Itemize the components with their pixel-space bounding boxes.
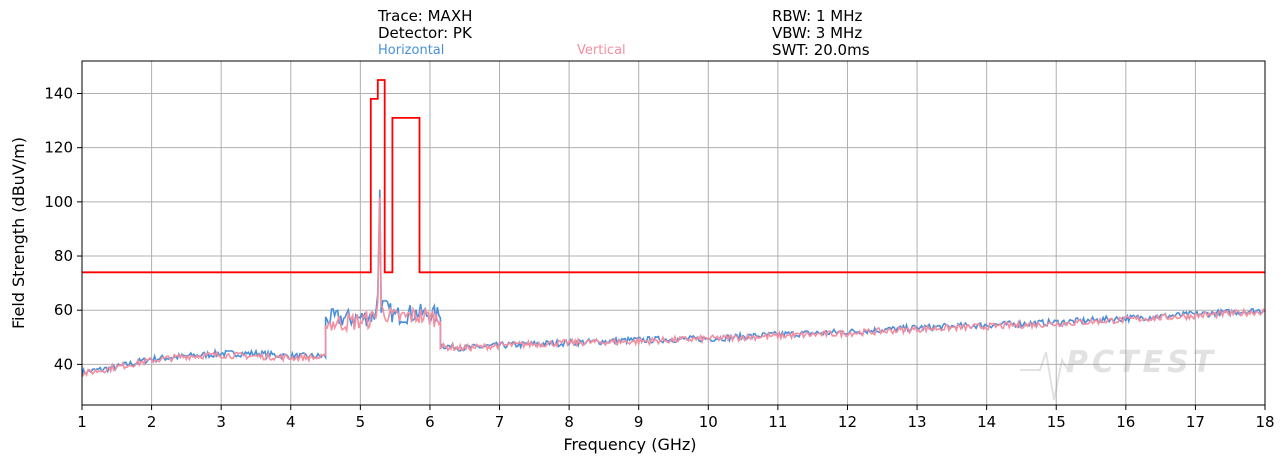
rbw-label: RBW: 1 MHz xyxy=(772,7,863,25)
series-line-vertical xyxy=(81,197,1266,378)
x-tick-label: 7 xyxy=(495,413,505,431)
series-line-limit xyxy=(82,79,1265,274)
x-axis-label: Frequency (GHz) xyxy=(563,435,696,454)
x-tick-label: 6 xyxy=(425,413,435,431)
axis-ticks: 1 2 3 4 5 6 7 8 9 10 11 12 13 14 15 16 17 184060801001201… xyxy=(44,85,1274,431)
y-tick-label: 80 xyxy=(54,247,73,265)
x-tick-label: 9 xyxy=(634,413,644,431)
x-tick-label: 13 xyxy=(908,413,927,431)
x-tick-label: 10 xyxy=(699,413,718,431)
x-tick-label: 4 xyxy=(286,413,296,431)
legend-vertical: Vertical xyxy=(577,43,626,58)
vbw-label: VBW: 3 MHz xyxy=(772,24,863,42)
trace-label: Trace: MAXH xyxy=(378,7,473,25)
y-tick-label: 100 xyxy=(44,193,73,211)
y-tick-label: 40 xyxy=(54,355,73,373)
y-tick-label: 140 xyxy=(44,85,73,103)
x-tick-label: 5 xyxy=(356,413,366,431)
chart-series xyxy=(81,79,1266,378)
detector-label: Detector: PK xyxy=(378,24,472,42)
y-tick-label: 120 xyxy=(44,139,73,157)
x-tick-label: 11 xyxy=(768,413,787,431)
x-tick-label: 14 xyxy=(977,413,996,431)
x-tick-label: 8 xyxy=(564,413,574,431)
x-tick-label: 18 xyxy=(1255,413,1274,431)
plot-frame xyxy=(81,60,1266,406)
watermark-logo: PCTEST xyxy=(1020,345,1217,401)
x-tick-label: 3 xyxy=(216,413,226,431)
x-tick-label: 2 xyxy=(147,413,157,431)
legend-horizontal: Horizontal xyxy=(378,43,445,58)
x-tick-label: 15 xyxy=(1047,413,1066,431)
y-axis-label: Field Strength (dBuV/m) xyxy=(9,137,28,329)
swt-label: SWT: 20.0ms xyxy=(772,41,870,59)
y-tick-label: 60 xyxy=(54,301,73,319)
x-tick-label: 1 xyxy=(77,413,87,431)
x-tick-label: 12 xyxy=(838,413,857,431)
watermark-text: PCTEST xyxy=(1066,345,1217,380)
x-tick-label: 16 xyxy=(1116,413,1135,431)
x-tick-label: 17 xyxy=(1186,413,1205,431)
